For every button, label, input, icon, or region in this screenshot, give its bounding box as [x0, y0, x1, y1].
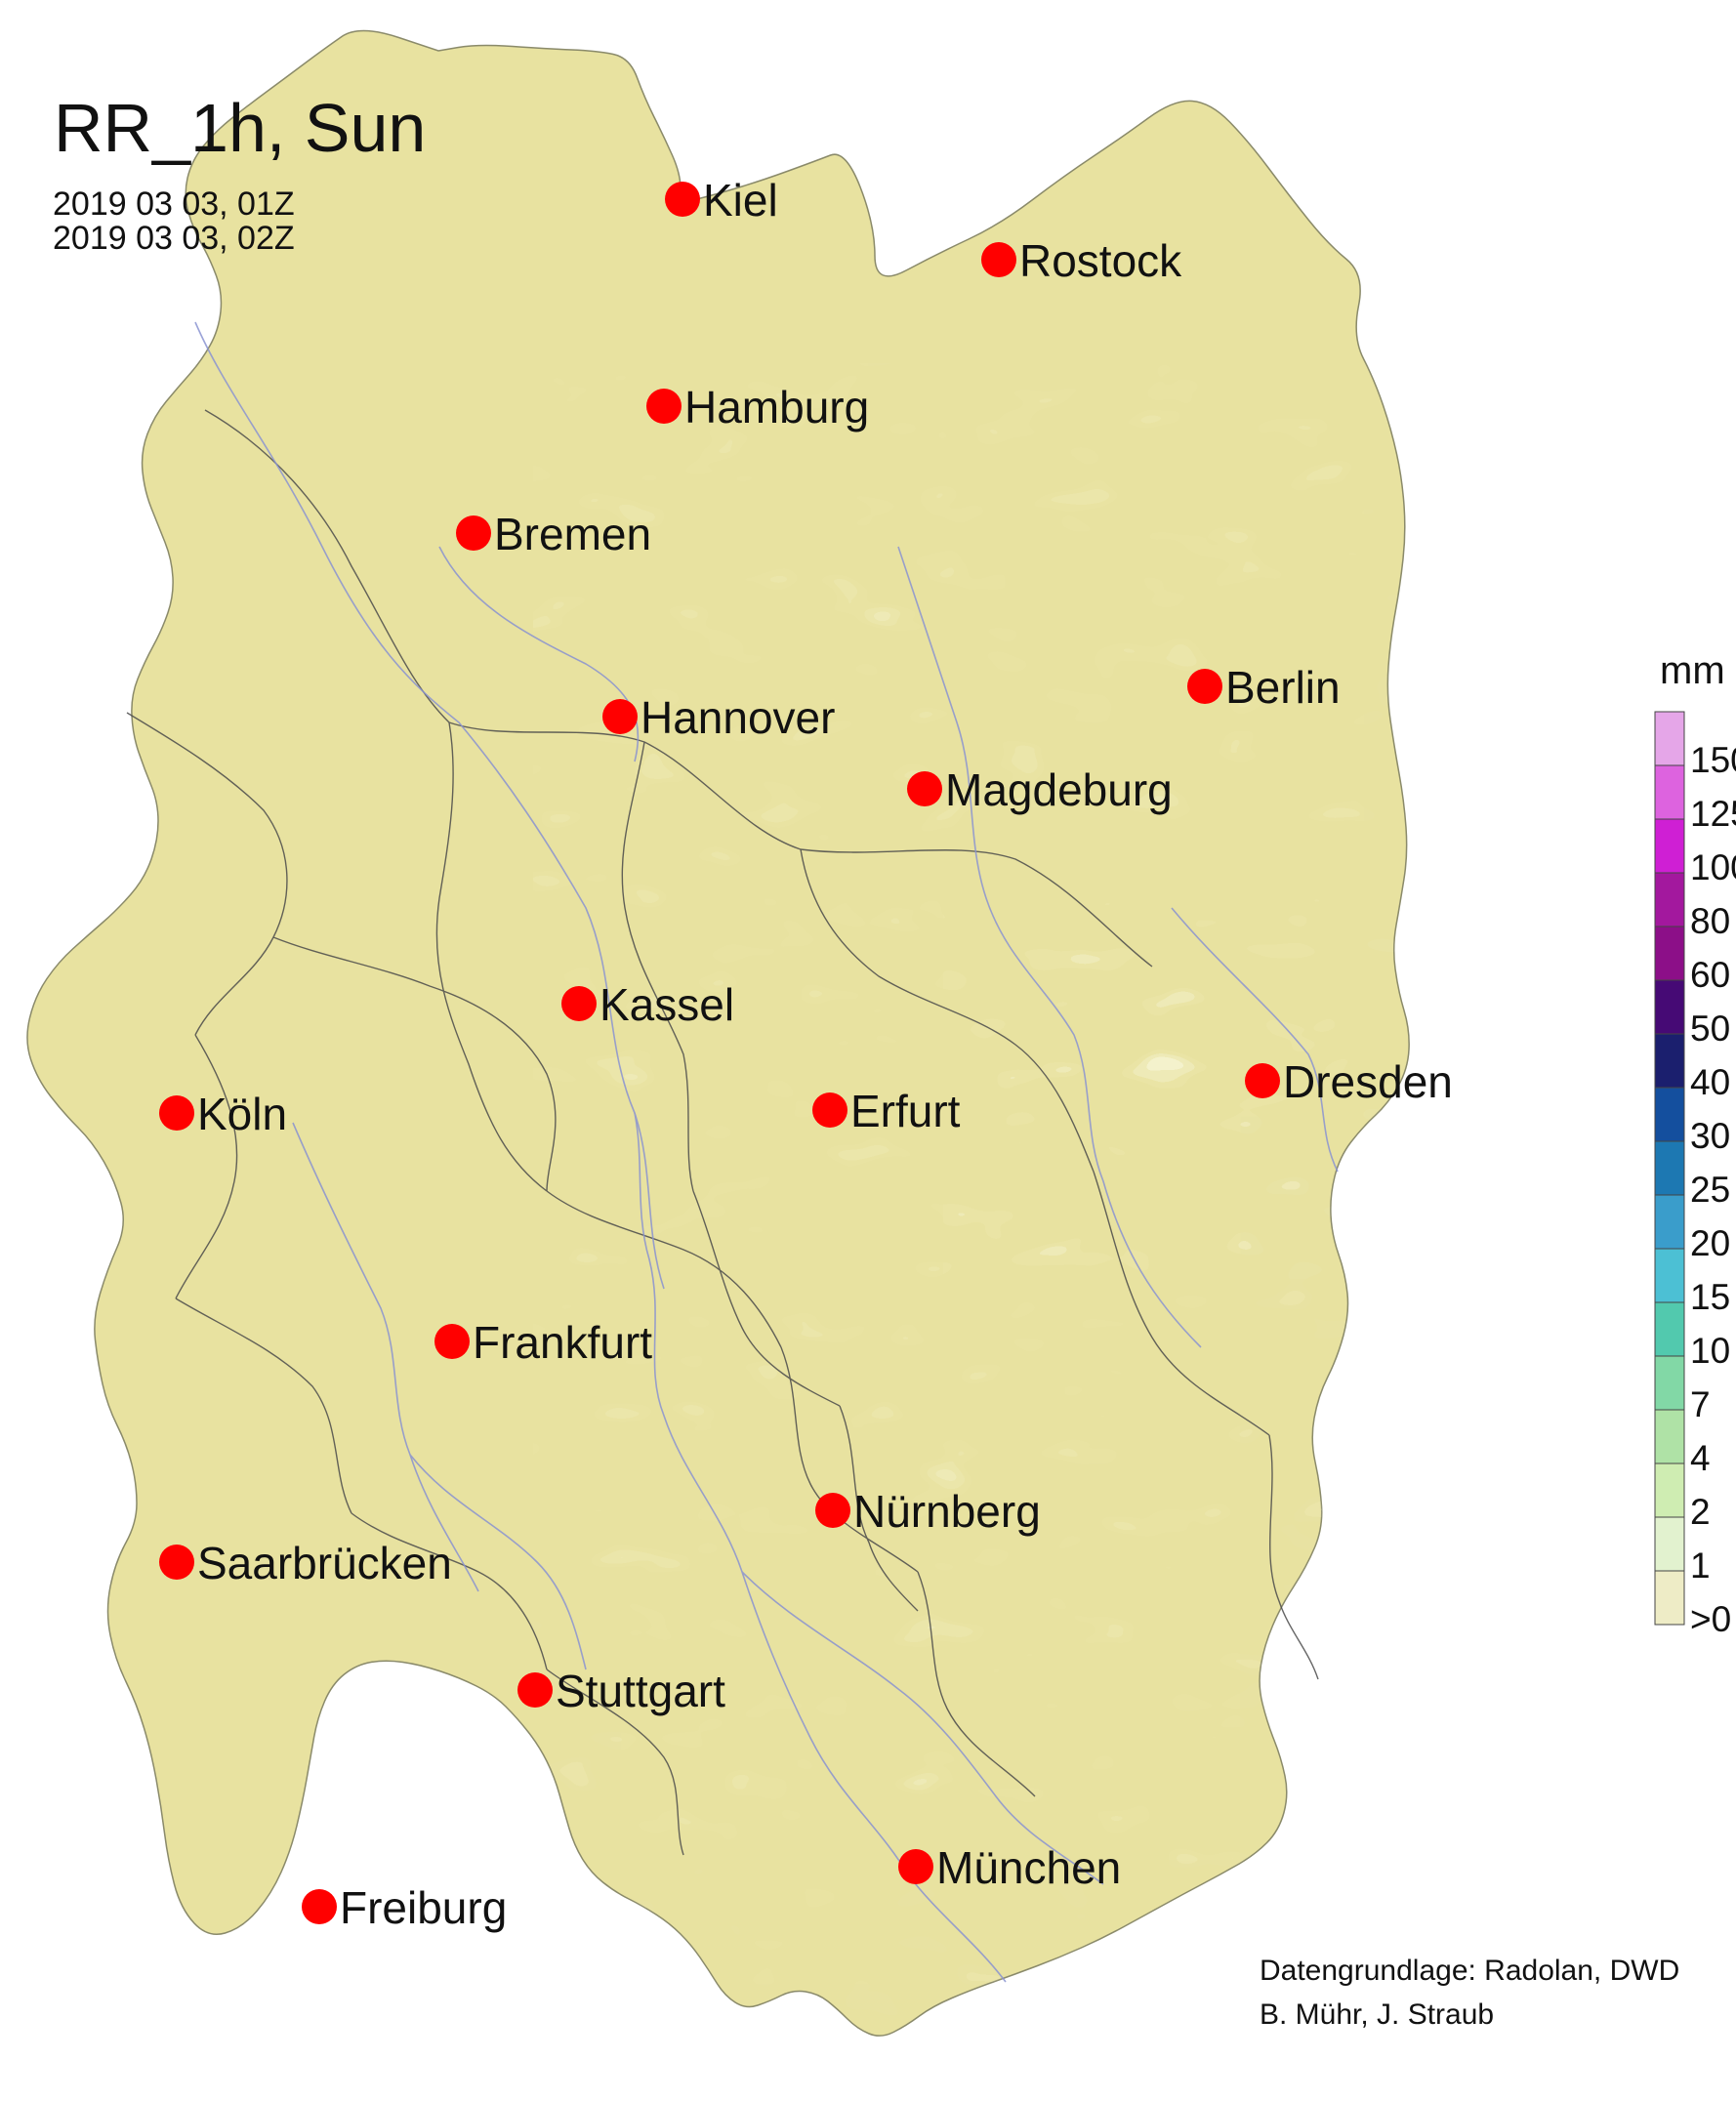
svg-text:Kassel: Kassel	[599, 979, 734, 1030]
svg-text:40: 40	[1690, 1062, 1730, 1102]
svg-text:10: 10	[1690, 1331, 1730, 1371]
svg-text:Saarbrücken: Saarbrücken	[197, 1538, 452, 1588]
svg-text:125: 125	[1690, 794, 1736, 834]
svg-text:Dresden: Dresden	[1283, 1056, 1453, 1107]
svg-text:>0: >0	[1690, 1599, 1731, 1639]
svg-text:München: München	[936, 1842, 1121, 1893]
svg-text:Hannover: Hannover	[641, 692, 835, 743]
svg-text:Berlin: Berlin	[1225, 662, 1341, 713]
svg-text:Köln: Köln	[197, 1089, 287, 1139]
svg-text:4: 4	[1690, 1438, 1711, 1478]
svg-text:80: 80	[1690, 901, 1730, 941]
svg-text:Datengrundlage: Radolan, DWD: Datengrundlage: Radolan, DWD	[1260, 1955, 1679, 1987]
svg-text:60: 60	[1690, 955, 1730, 995]
svg-text:30: 30	[1690, 1116, 1730, 1156]
svg-text:Nürnberg: Nürnberg	[853, 1486, 1041, 1537]
svg-text:Hamburg: Hamburg	[684, 382, 869, 433]
svg-text:Bremen: Bremen	[494, 509, 651, 559]
svg-text:20: 20	[1690, 1223, 1730, 1263]
svg-text:mm: mm	[1660, 649, 1725, 692]
svg-text:RR_1h, Sun: RR_1h, Sun	[54, 90, 426, 166]
svg-text:2019 03 03, 02Z: 2019 03 03, 02Z	[53, 220, 295, 257]
svg-text:2: 2	[1690, 1492, 1711, 1532]
svg-text:Stuttgart: Stuttgart	[556, 1666, 725, 1716]
svg-text:1: 1	[1690, 1545, 1711, 1586]
svg-text:Erfurt: Erfurt	[850, 1086, 961, 1136]
svg-text:Magdeburg: Magdeburg	[945, 764, 1173, 815]
svg-text:2019 03 03, 01Z: 2019 03 03, 01Z	[53, 185, 295, 223]
svg-text:B. Mühr, J. Straub: B. Mühr, J. Straub	[1260, 1998, 1494, 2031]
svg-text:Freiburg: Freiburg	[340, 1882, 507, 1933]
svg-text:100: 100	[1690, 847, 1736, 887]
svg-text:Rostock: Rostock	[1019, 235, 1182, 286]
svg-text:Kiel: Kiel	[703, 175, 778, 226]
svg-text:50: 50	[1690, 1009, 1730, 1049]
svg-text:150: 150	[1690, 740, 1736, 780]
svg-text:25: 25	[1690, 1170, 1730, 1210]
svg-text:Frankfurt: Frankfurt	[473, 1317, 652, 1368]
svg-text:7: 7	[1690, 1384, 1711, 1424]
svg-text:15: 15	[1690, 1277, 1730, 1317]
